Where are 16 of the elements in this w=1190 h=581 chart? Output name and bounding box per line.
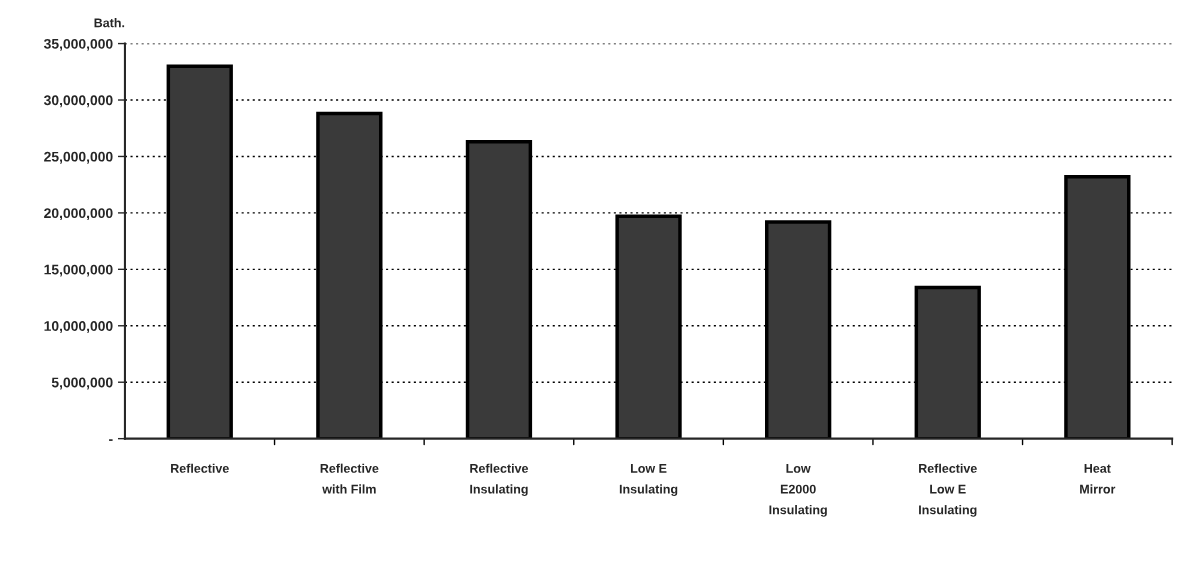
y-axis-title: Bath. <box>94 18 125 28</box>
y-tick-label: 5,000,000 <box>51 377 113 390</box>
x-tick-label: Reflective Insulating <box>470 463 529 497</box>
y-tick-label: 10,000,000 <box>44 321 113 333</box>
y-tick-label: - <box>109 439 113 441</box>
y-tick-label: 30,000,000 <box>43 95 113 108</box>
y-tick-label: 20,000,000 <box>44 208 113 221</box>
x-tick-label: Reflective Low E Insulating <box>919 463 977 517</box>
x-tick-label: Low E2000 Insulating <box>769 464 827 517</box>
y-tick-label: 25,000,000 <box>44 151 113 164</box>
x-tick-label: Reflective with Film <box>320 463 379 494</box>
y-tick-label: 35,000,000 <box>43 38 113 51</box>
y-tick-label: 15,000,000 <box>44 264 113 277</box>
x-tick-label: Reflective <box>171 463 229 473</box>
x-tick-label: Low E Insulating <box>619 464 678 497</box>
x-tick-label: Heat Mirror <box>1080 464 1116 494</box>
